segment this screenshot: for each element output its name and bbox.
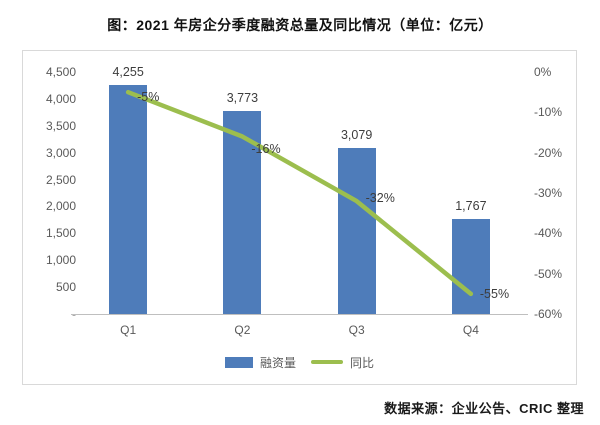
y-axis-tick-left: 4,000 xyxy=(45,91,76,106)
x-axis-line xyxy=(71,314,528,315)
legend-label-financing: 融资量 xyxy=(259,355,296,370)
x-axis-tick: Q2 xyxy=(234,323,251,337)
y-axis-tick-left: 1,000 xyxy=(45,253,76,268)
y-axis-tick-right: 0% xyxy=(534,65,552,79)
bar-value-label: 4,255 xyxy=(112,65,144,80)
y-axis-tick-left: 2,000 xyxy=(45,199,76,214)
x-axis-tick: Q1 xyxy=(120,323,137,337)
y-axis-tick-left: 500 xyxy=(55,280,76,295)
y-axis-tick-left: 2,500 xyxy=(45,172,76,187)
y-axis-tick-right: -10% xyxy=(534,105,563,120)
x-axis-tick: Q4 xyxy=(462,323,479,337)
y-axis-tick-right: -50% xyxy=(534,266,563,281)
y-axis-tick-left: 1,500 xyxy=(45,226,76,241)
line-value-label: -55% xyxy=(479,286,510,301)
chart-title: 图：2021 年房企分季度融资总量及同比情况（单位：亿元） xyxy=(107,17,493,33)
x-axis-tick: Q3 xyxy=(348,323,365,337)
legend: 融资量 同比 xyxy=(23,354,576,370)
source-note: 数据来源：企业公告、CRIC 整理 xyxy=(384,401,584,416)
bar-q1 xyxy=(109,85,148,314)
legend-bar-swatch-icon xyxy=(224,356,253,368)
y-axis-tick-left: 3,000 xyxy=(45,145,76,160)
line-value-label: -5% xyxy=(137,90,160,105)
line-value-label: -32% xyxy=(365,191,395,206)
y-axis-tick-left: - xyxy=(23,307,76,321)
y-axis-tick-right: -20% xyxy=(534,145,563,160)
y-axis-tick-right: -60% xyxy=(534,307,563,321)
bar-value-label: 3,079 xyxy=(340,128,373,143)
line-value-label: -16% xyxy=(251,141,281,156)
plot-area: 4,500 4,000 3,500 3,000 2,500 2,000 1,500 1,000… xyxy=(23,51,576,384)
bar-q3 xyxy=(337,148,376,314)
chart-frame: 4,500 4,000 3,500 3,000 2,500 2,000 1,500 1,000… xyxy=(22,50,577,385)
legend-label-yoy: 同比 xyxy=(350,355,375,370)
y-axis-tick-right: -40% xyxy=(534,226,563,241)
y-axis-tick-right: -30% xyxy=(534,186,563,200)
legend-line-swatch-icon xyxy=(311,360,343,364)
bar-value-label: 3,773 xyxy=(226,91,259,106)
y-axis-tick-left: 3,500 xyxy=(45,118,76,133)
y-axis-tick-left: 4,500 xyxy=(45,65,76,79)
bar-value-label: 1,767 xyxy=(455,198,487,213)
